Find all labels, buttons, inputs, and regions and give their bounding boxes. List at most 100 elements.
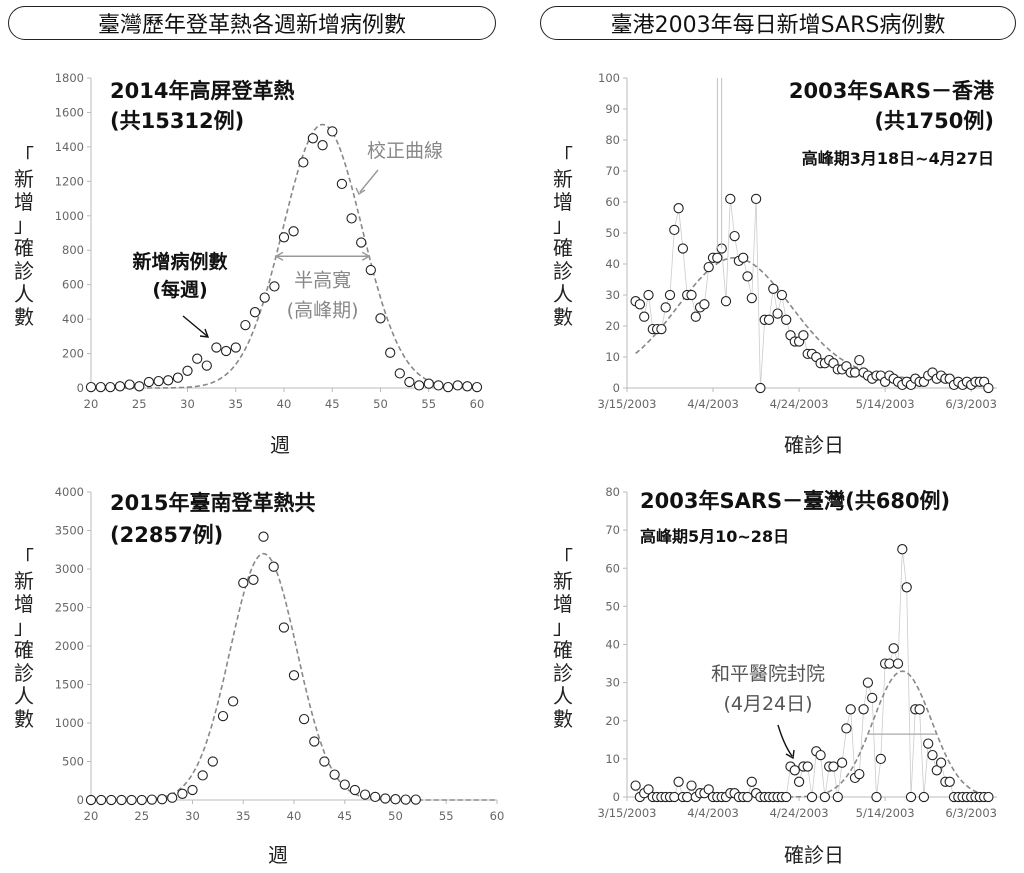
data-point: [781, 314, 792, 325]
data-point: [935, 757, 947, 768]
data-point: [901, 582, 912, 593]
data-point: [815, 749, 826, 761]
x-tick-label: 6/3/2003: [945, 397, 997, 411]
data-point: [781, 791, 792, 803]
data-point: [298, 713, 310, 725]
data-point: [776, 289, 788, 301]
data-point: [471, 381, 483, 393]
x-tick-label: 5/14/2003: [856, 806, 915, 820]
data-point: [163, 375, 174, 386]
y-tick-label: 30: [605, 288, 620, 302]
fit-curve-arrowhead: [355, 187, 366, 196]
x-tick-label: 4/24/2003: [770, 397, 829, 411]
data-point: [172, 372, 184, 383]
data-point: [772, 308, 783, 319]
data-point: [849, 367, 861, 378]
left-section-header: 臺灣歷年登革熱各週新增病例數: [8, 6, 496, 40]
y-tick-label: 20: [605, 714, 620, 728]
data-point: [867, 692, 878, 704]
x-tick-label: 4/24/2003: [770, 806, 829, 820]
fit-curve-arrow: [359, 169, 379, 193]
data-point: [85, 381, 97, 393]
y-tick-label: 0: [613, 381, 620, 395]
data-point: [639, 311, 650, 322]
y-tick-label: 4000: [55, 485, 84, 499]
x-tick-label: 5/14/2003: [856, 397, 915, 411]
data-point: [806, 791, 818, 803]
y-tick-label: 70: [605, 164, 620, 178]
y-tick-label: 1400: [55, 140, 84, 154]
data-point: [116, 794, 127, 806]
y-tick-label: 1000: [55, 716, 84, 730]
ylabel-char: 數: [553, 707, 573, 731]
chart-sars_tw: 0 10 20 30 40 50 60 70 80 3/15/2003 4/4/2003 4/24/2…: [553, 485, 997, 867]
data-point: [182, 365, 193, 376]
fwhm-label: 半高寬: [294, 269, 351, 291]
data-point: [828, 761, 839, 772]
x-tick-label: 4/4/2003: [687, 397, 739, 411]
fit-curve: [756, 670, 989, 798]
data-point: [327, 126, 338, 137]
data-point: [673, 776, 684, 787]
data-point: [349, 784, 361, 796]
chart1-title: 2014年高屏登革熱: [110, 79, 294, 103]
ylabel-char: 「: [14, 144, 34, 168]
chart2-count: (22857例): [110, 523, 223, 547]
data-point: [768, 283, 779, 294]
ylabel-char: 「: [14, 546, 34, 570]
y-tick-label: 40: [605, 257, 620, 271]
x-tick-label: 40: [277, 397, 292, 411]
y-tick-label: 80: [605, 485, 620, 499]
y-tick-label: 40: [605, 638, 620, 652]
ylabel-char: 」: [553, 615, 573, 639]
data-point: [845, 704, 856, 715]
data-point: [660, 302, 671, 313]
new-cases-arrowhead: [199, 328, 210, 338]
y-tick-label: 80: [605, 133, 620, 147]
data-point: [365, 264, 376, 276]
y-tick-label: 500: [62, 755, 84, 769]
data-point: [346, 213, 357, 224]
data-point: [126, 794, 137, 806]
data-point: [201, 360, 212, 371]
data-point: [238, 577, 249, 589]
x-tick-label: 25: [134, 809, 149, 823]
data-point: [400, 794, 411, 805]
data-point: [712, 252, 723, 263]
ylabel-char: 確: [14, 236, 34, 260]
y-tick-label: 20: [605, 319, 620, 333]
y-tick-label: 1000: [55, 209, 84, 223]
ylabel-char: 人: [553, 282, 573, 306]
data-point: [390, 794, 401, 805]
y-tick-label: 600: [62, 278, 84, 292]
y-tick-label: 800: [62, 243, 84, 257]
data-point: [944, 776, 955, 787]
y-tick-label: 3500: [55, 524, 84, 538]
fwhm-arrow-left: [274, 251, 284, 261]
ylabel-char: 確: [14, 638, 34, 662]
closure-date-label: (4月24日): [723, 693, 812, 715]
data-point: [339, 779, 350, 790]
data-point: [385, 347, 396, 358]
data-point: [927, 749, 938, 761]
x-tick-label: 35: [236, 809, 251, 823]
right-section-header: 臺港2003年每日新增SARS病例數: [540, 6, 1016, 40]
data-point: [404, 376, 415, 388]
y-tick-label: 200: [62, 347, 84, 361]
data-point: [258, 531, 269, 542]
ylabel-char: 診: [14, 661, 34, 685]
x-tick-label: 55: [421, 397, 436, 411]
y-tick-label: 2000: [55, 639, 84, 653]
data-point: [643, 289, 654, 301]
ylabel-char: 新: [14, 569, 34, 593]
data-point: [153, 375, 164, 387]
y-tick-label: 50: [605, 226, 620, 240]
data-point: [106, 794, 117, 806]
data-point: [136, 794, 147, 806]
chart2-title: 2015年臺南登革熱共: [110, 491, 315, 515]
data-point: [888, 643, 899, 654]
data-point: [259, 292, 270, 303]
